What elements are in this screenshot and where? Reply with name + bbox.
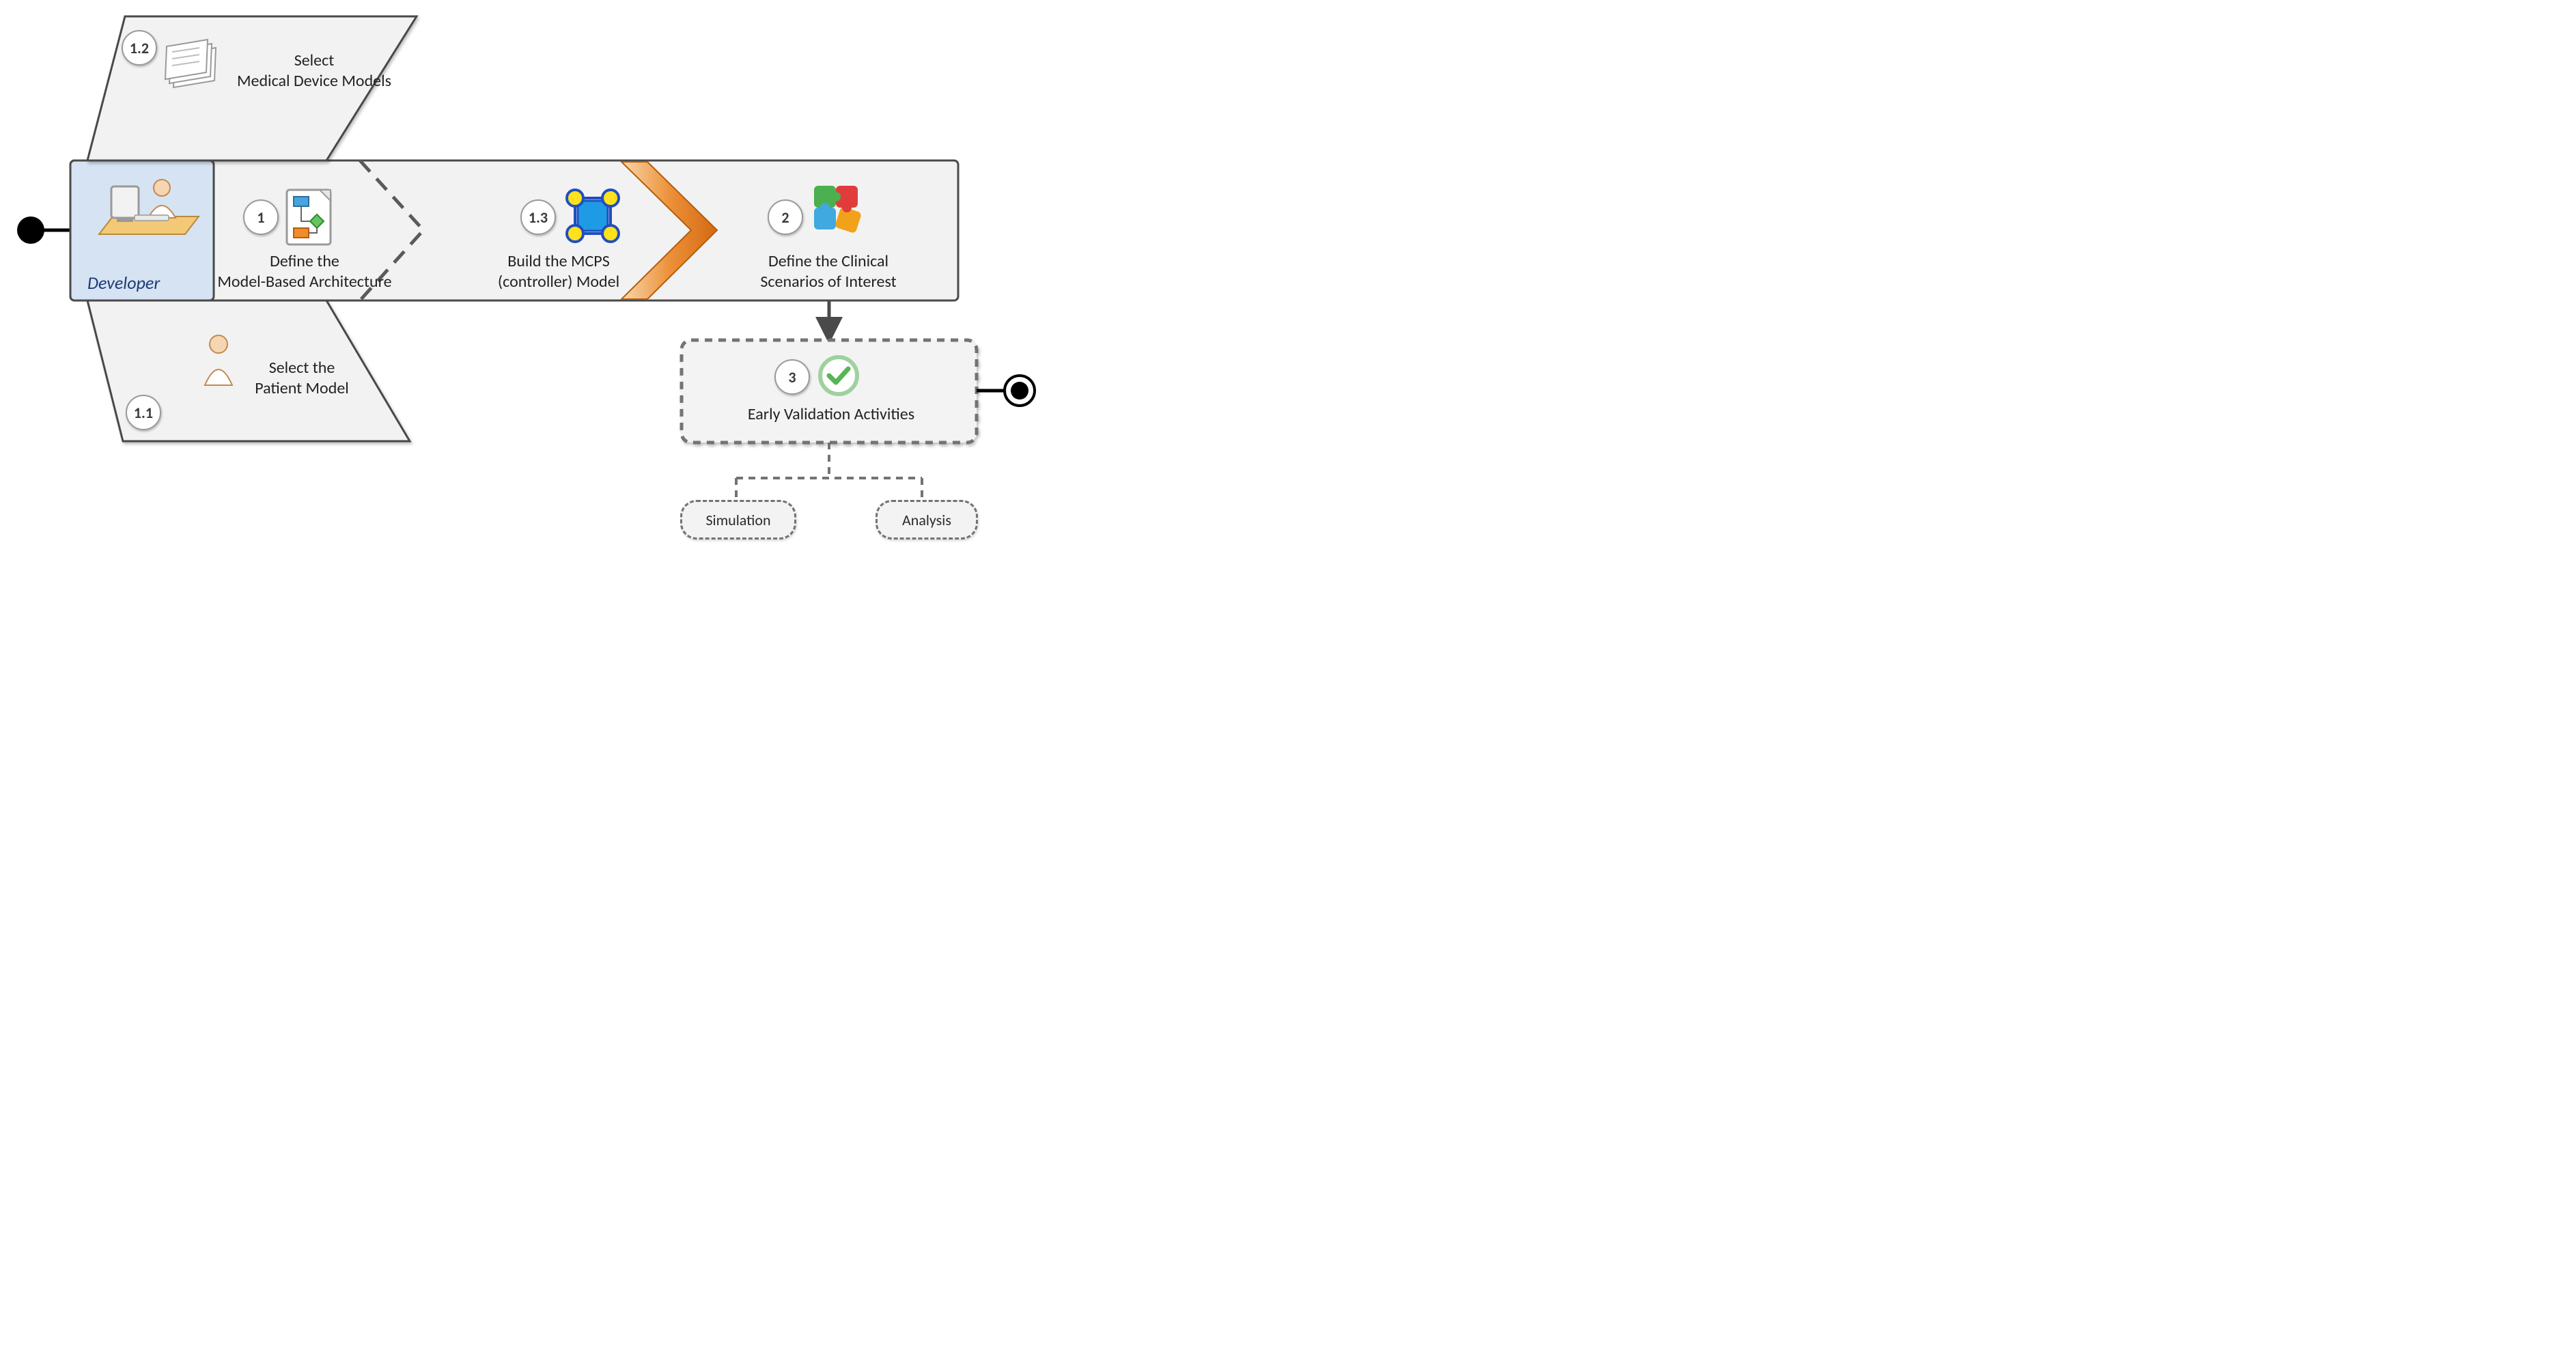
badge-2: 2 xyxy=(768,199,803,235)
badge-1-3-text: 1.3 xyxy=(529,208,548,227)
badge-1-2: 1.2 xyxy=(122,30,157,66)
badge-3-text: 3 xyxy=(788,368,796,387)
step-1-2-line2: Medical Device Models xyxy=(237,71,391,91)
flowchart-page-icon xyxy=(287,190,331,244)
badge-1-1: 1.1 xyxy=(126,395,161,430)
step-1-3-line1: Build the MCPS xyxy=(507,251,609,271)
badge-1-1-text: 1.1 xyxy=(134,404,153,422)
step-1-1-label: Select the Patient Model xyxy=(234,358,370,399)
start-node xyxy=(17,216,44,244)
badge-1: 1 xyxy=(243,199,279,235)
step-1-3-label: Build the MCPS (controller) Model xyxy=(477,251,641,292)
checkmark-icon xyxy=(820,357,857,394)
step-1-2-label: Select Medical Device Models xyxy=(225,51,403,92)
step-1-1-line2: Patient Model xyxy=(255,378,349,398)
step-2-label: Define the Clinical Scenarios of Interes… xyxy=(736,251,921,292)
step-3-line1: Early Validation Activities xyxy=(748,404,914,424)
developer-label: Developer xyxy=(87,272,160,294)
badge-1-3: 1.3 xyxy=(520,199,556,235)
step-2-line1: Define the Clinical xyxy=(768,251,888,271)
badge-3: 3 xyxy=(774,359,810,395)
step-1-1-line1: Select the xyxy=(269,358,335,378)
step-1-line1: Define the xyxy=(270,251,339,271)
sub-simulation: Simulation xyxy=(680,500,796,540)
badge-1-2-text: 1.2 xyxy=(130,39,149,57)
end-node-dot xyxy=(1011,382,1028,400)
step-2-line2: Scenarios of Interest xyxy=(760,272,896,292)
sub-simulation-label: Simulation xyxy=(705,511,770,529)
diagram-canvas: 1.2 1 1.3 2 1.1 3 Developer Select Medic… xyxy=(0,0,1043,549)
sub-analysis-label: Analysis xyxy=(902,511,951,529)
step-1-2-line1: Select xyxy=(294,51,335,70)
badge-1-text: 1 xyxy=(257,208,264,227)
sub-analysis: Analysis xyxy=(876,500,978,540)
documents-icon xyxy=(165,40,216,87)
step-1-3-line2: (controller) Model xyxy=(498,272,619,292)
step-3-label: Early Validation Activities xyxy=(725,404,937,425)
badge-2-text: 2 xyxy=(781,208,789,227)
network-icon xyxy=(567,190,619,242)
step-1-line2: Model-Based Architecture xyxy=(217,272,391,292)
step-1-label: Define the Model-Based Architecture xyxy=(202,251,407,292)
